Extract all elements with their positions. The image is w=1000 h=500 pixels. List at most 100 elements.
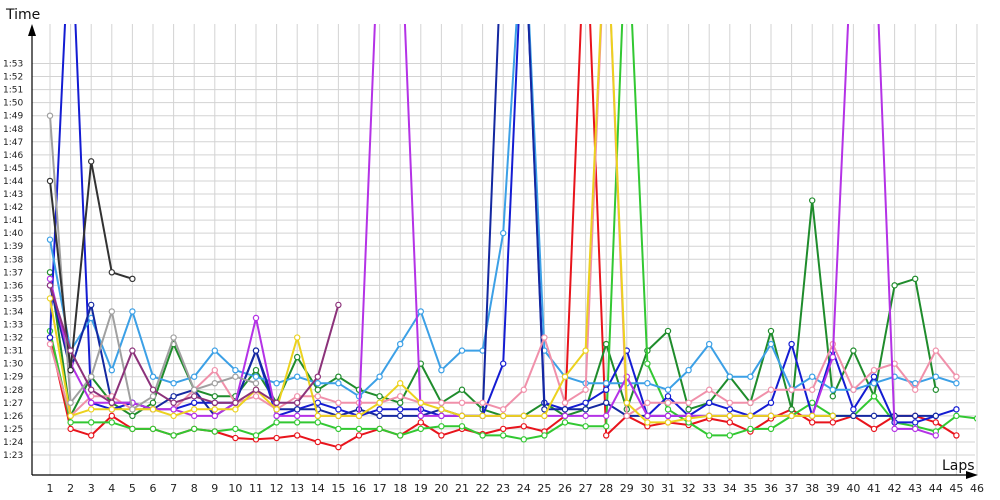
y-tick-label: 1:34: [3, 307, 23, 317]
data-point: [912, 419, 919, 426]
series-7: [46, 24, 940, 439]
data-point: [108, 419, 116, 426]
x-tick-label: 2: [67, 482, 74, 495]
y-tick-label: 1:32: [3, 334, 23, 344]
data-point: [252, 314, 260, 322]
series-line: [49, 199, 937, 417]
y-tick-label: 1:47: [3, 138, 23, 148]
data-point: [355, 412, 363, 420]
data-point: [252, 366, 260, 374]
data-point: [335, 425, 342, 433]
series-8: [46, 24, 837, 426]
data-point: [438, 406, 445, 413]
data-point: [335, 373, 342, 380]
data-point: [747, 425, 754, 433]
data-point: [767, 327, 775, 335]
data-point: [706, 399, 713, 406]
data-point: [973, 415, 976, 422]
data-point: [809, 399, 816, 406]
data-point: [376, 412, 383, 420]
data-point: [314, 373, 321, 380]
data-point: [46, 340, 54, 348]
data-point: [458, 347, 466, 354]
x-tick-label: 1: [47, 482, 54, 495]
x-tick-label: 32: [682, 482, 696, 495]
data-point: [294, 393, 301, 400]
data-point: [767, 412, 775, 420]
data-point: [335, 412, 342, 420]
data-point: [685, 366, 692, 374]
data-point: [870, 425, 878, 433]
data-point: [829, 353, 837, 361]
data-point: [294, 399, 301, 406]
data-point: [664, 327, 672, 335]
data-point: [129, 406, 136, 413]
data-point: [87, 406, 95, 413]
data-point: [870, 366, 878, 374]
data-point: [706, 386, 713, 393]
x-tick-label: 22: [476, 482, 490, 495]
data-point: [623, 412, 631, 420]
data-point: [170, 334, 177, 341]
data-point: [767, 425, 775, 433]
series-9: [46, 112, 260, 413]
data-point: [850, 386, 857, 393]
data-point: [273, 419, 280, 426]
y-tick-label: 1:28: [3, 386, 23, 396]
data-point: [809, 197, 816, 204]
data-point: [912, 386, 919, 393]
x-tick-label: 17: [373, 482, 387, 495]
data-point: [747, 373, 754, 380]
y-tick-label: 1:36: [3, 281, 23, 291]
data-point: [829, 419, 837, 426]
y-tick-label: 1:51: [3, 86, 23, 96]
data-point: [314, 393, 321, 400]
data-point: [747, 399, 754, 406]
data-point: [726, 373, 734, 380]
data-point: [335, 406, 342, 413]
y-tick-label: 1:45: [3, 164, 23, 174]
data-point: [603, 432, 610, 439]
data-point: [46, 334, 54, 341]
data-point: [108, 406, 116, 413]
y-tick-label: 1:50: [3, 99, 23, 109]
data-point: [294, 353, 301, 361]
x-tick-label: 14: [311, 482, 325, 495]
data-point: [273, 380, 280, 387]
data-point: [232, 406, 239, 413]
data-point: [294, 406, 301, 413]
x-tick-label: 33: [702, 482, 716, 495]
data-point: [582, 423, 589, 430]
data-point: [438, 412, 445, 420]
series-2: [46, 24, 976, 443]
data-point: [46, 282, 54, 289]
data-point: [603, 340, 610, 348]
data-point: [232, 366, 239, 374]
data-point: [252, 386, 260, 393]
data-point: [87, 373, 95, 380]
data-point: [953, 412, 960, 420]
data-point: [479, 399, 486, 406]
data-point: [232, 425, 239, 433]
data-point: [644, 419, 651, 426]
data-point: [211, 399, 218, 406]
data-point: [829, 386, 837, 393]
data-point: [932, 432, 940, 439]
data-point: [664, 393, 672, 400]
data-point: [500, 412, 507, 420]
x-tick-label: 21: [455, 482, 469, 495]
data-point: [458, 412, 466, 420]
x-tick-label: 25: [537, 482, 551, 495]
data-point: [891, 425, 898, 433]
data-point: [397, 380, 404, 387]
data-point: [500, 360, 507, 367]
data-point: [397, 340, 404, 348]
y-tick-label: 1:30: [3, 360, 23, 370]
data-point: [932, 373, 940, 380]
x-tick-label: 39: [826, 482, 840, 495]
data-point: [232, 399, 239, 406]
data-point: [252, 432, 260, 439]
data-point: [809, 412, 816, 420]
data-point: [582, 406, 589, 413]
data-point: [953, 380, 960, 387]
